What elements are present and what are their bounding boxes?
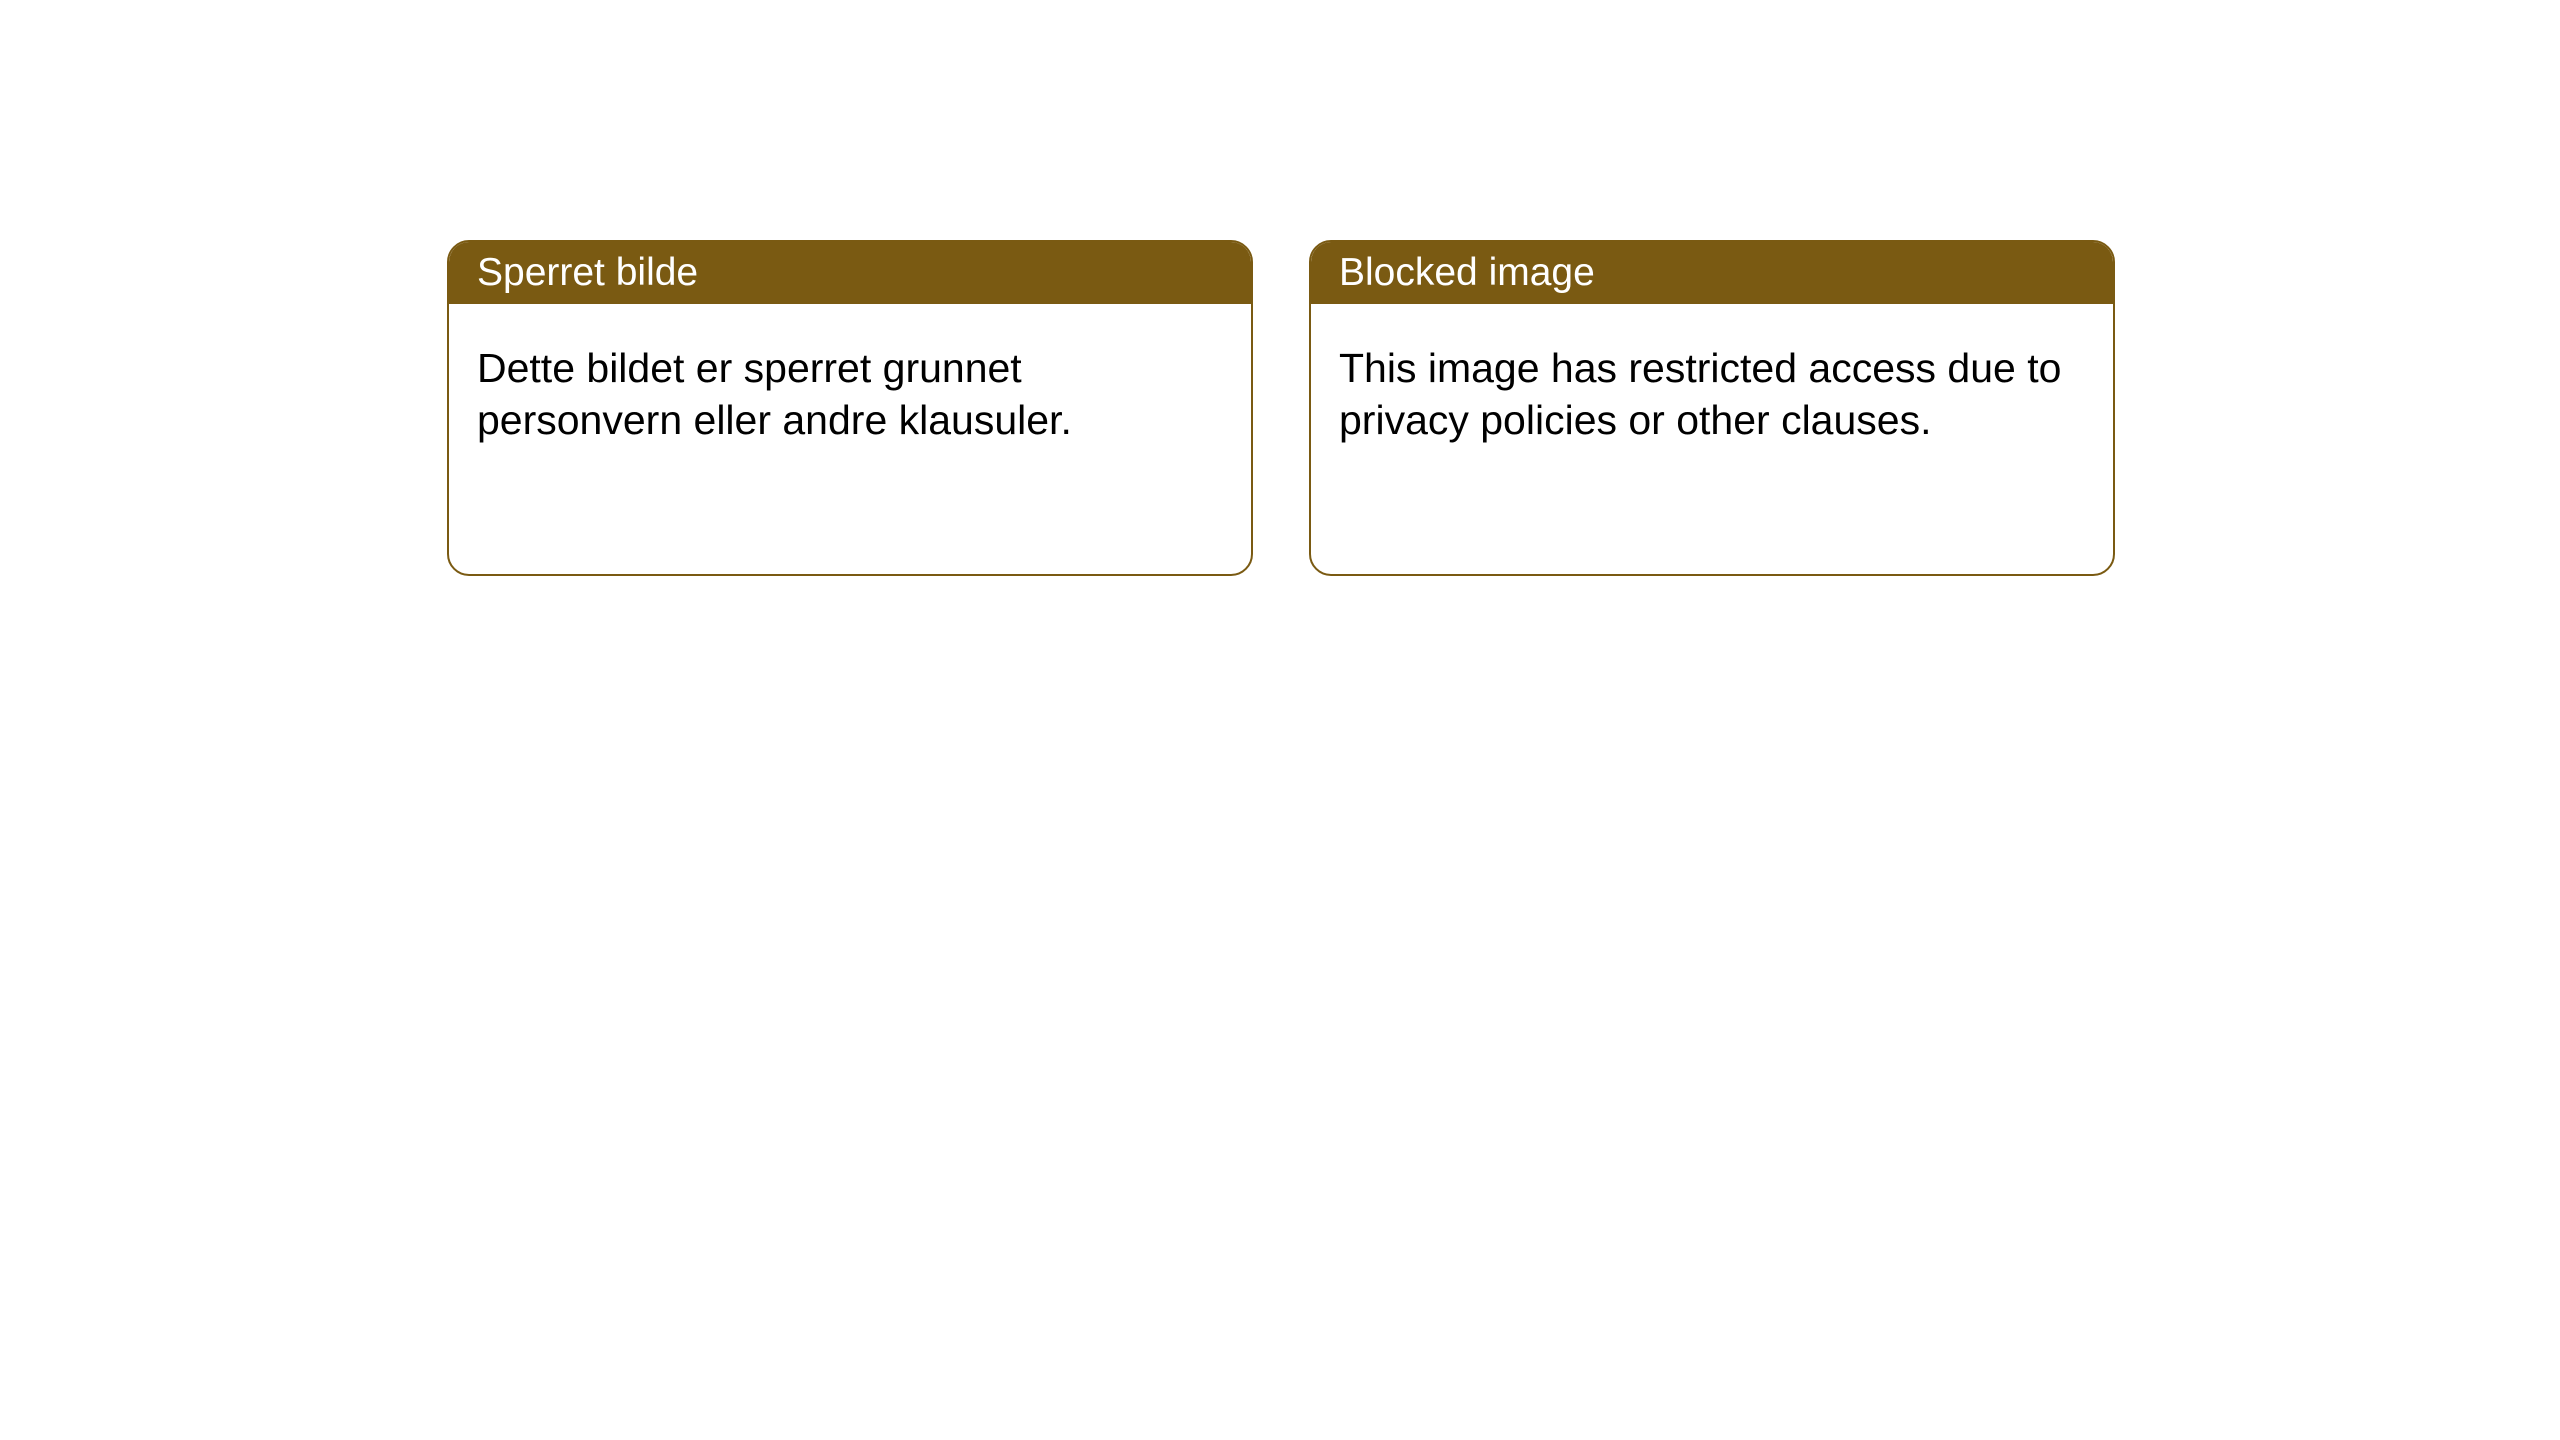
blocked-image-card-en: Blocked image This image has restricted …	[1309, 240, 2115, 576]
card-header: Sperret bilde	[449, 242, 1251, 304]
card-title: Sperret bilde	[477, 251, 698, 295]
card-header: Blocked image	[1311, 242, 2113, 304]
card-body: This image has restricted access due to …	[1311, 304, 2113, 485]
notice-cards-container: Sperret bilde Dette bildet er sperret gr…	[447, 240, 2115, 576]
card-body: Dette bildet er sperret grunnet personve…	[449, 304, 1251, 485]
card-body-text: Dette bildet er sperret grunnet personve…	[477, 345, 1072, 443]
blocked-image-card-no: Sperret bilde Dette bildet er sperret gr…	[447, 240, 1253, 576]
card-body-text: This image has restricted access due to …	[1339, 345, 2061, 443]
card-title: Blocked image	[1339, 251, 1595, 295]
